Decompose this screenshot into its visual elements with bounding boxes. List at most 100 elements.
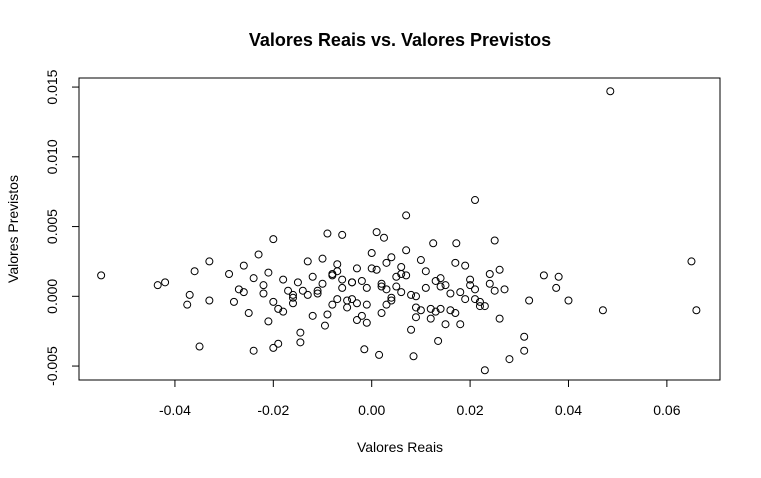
point: [382, 300, 391, 309]
point: [402, 246, 411, 255]
point: [434, 336, 443, 345]
point: [387, 293, 396, 302]
point: [409, 352, 418, 361]
point: [456, 288, 465, 297]
point: [397, 269, 406, 278]
point: [505, 355, 514, 364]
point: [161, 278, 170, 287]
point: [375, 350, 384, 359]
point: [348, 278, 357, 287]
point: [380, 233, 389, 242]
point: [392, 282, 401, 291]
point: [190, 267, 199, 276]
point: [97, 271, 106, 280]
point: [525, 296, 534, 305]
point: [303, 290, 312, 299]
point: [274, 339, 283, 348]
point: [318, 254, 327, 263]
point: [308, 272, 317, 281]
point: [490, 286, 499, 295]
point: [333, 260, 342, 269]
point: [397, 288, 406, 297]
point: [431, 276, 440, 285]
point: [352, 264, 361, 273]
point: [480, 302, 489, 311]
point: [343, 303, 352, 312]
point: [249, 274, 258, 283]
point: [296, 328, 305, 337]
point: [367, 264, 376, 273]
point: [298, 286, 307, 295]
point: [372, 265, 381, 274]
point: [323, 310, 332, 319]
point: [490, 236, 499, 245]
point: [249, 346, 258, 355]
point: [441, 281, 450, 290]
point: [520, 332, 529, 341]
point: [264, 268, 273, 277]
point: [441, 320, 450, 329]
point: [495, 314, 504, 323]
point: [564, 296, 573, 305]
point: [153, 281, 162, 290]
y-tick-label: 0.015: [44, 69, 60, 104]
point: [338, 275, 347, 284]
plot-box: [78, 77, 721, 381]
y-tick-label: -0.005: [44, 346, 60, 386]
point: [520, 346, 529, 355]
point: [195, 342, 204, 351]
point: [244, 309, 253, 318]
point: [288, 293, 297, 302]
chart-title: Valores Reais vs. Valores Previstos: [249, 30, 551, 50]
point: [328, 300, 337, 309]
point: [429, 239, 438, 248]
point: [313, 289, 322, 298]
point: [205, 296, 214, 305]
point: [308, 311, 317, 320]
point: [552, 283, 561, 292]
point: [372, 228, 381, 237]
point: [279, 275, 288, 284]
y-tick-label: 0.005: [44, 209, 60, 244]
point: [426, 314, 435, 323]
point: [323, 229, 332, 238]
point: [471, 285, 480, 294]
point: [471, 196, 480, 205]
point: [254, 250, 263, 259]
point: [284, 286, 293, 295]
point: [318, 279, 327, 288]
point: [357, 311, 366, 320]
point: [436, 282, 445, 291]
point: [313, 286, 322, 295]
point: [416, 306, 425, 315]
point: [269, 297, 278, 306]
point: [416, 256, 425, 265]
point: [500, 285, 509, 294]
point: [382, 258, 391, 267]
x-tick-label: -0.02: [257, 402, 289, 418]
x-tick-label: 0.04: [555, 402, 582, 418]
point: [480, 366, 489, 375]
point: [387, 296, 396, 305]
point: [239, 288, 248, 297]
point: [382, 285, 391, 294]
point: [598, 306, 607, 315]
point: [259, 281, 268, 290]
point: [436, 304, 445, 313]
point: [407, 290, 416, 299]
point: [352, 299, 361, 308]
point: [475, 302, 484, 311]
point: [205, 257, 214, 266]
point: [360, 345, 369, 354]
point: [279, 307, 288, 316]
point: [352, 316, 361, 325]
point: [421, 283, 430, 292]
point: [687, 257, 696, 266]
x-tick-label: 0.06: [653, 402, 680, 418]
x-tick-label: 0.02: [456, 402, 483, 418]
point: [343, 296, 352, 305]
point: [320, 321, 329, 330]
point: [402, 271, 411, 280]
point: [269, 235, 278, 244]
point: [421, 267, 430, 276]
